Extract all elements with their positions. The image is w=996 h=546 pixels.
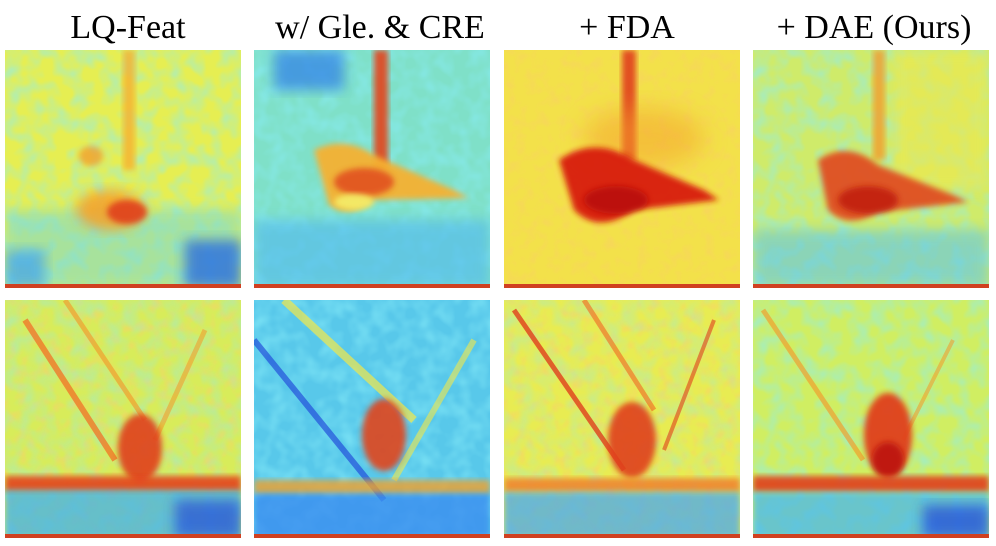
column-title-dae: + DAE (Ours)	[776, 9, 972, 46]
column-title-lq-feat: LQ-Feat	[70, 9, 186, 46]
heatmap-row2-gle-cre	[254, 300, 490, 538]
heatmap-row1-lq-feat	[5, 50, 241, 288]
heatmap-row2-dae	[753, 300, 989, 538]
heatmap-row2-fda	[504, 300, 740, 538]
column-title-fda: + FDA	[579, 9, 675, 46]
heatmap-row1-fda	[504, 50, 740, 288]
column-title-gle-cre: w/ Gle. & CRE	[275, 9, 485, 46]
heatmap-row2-lq-feat	[5, 300, 241, 538]
heatmap-row1-dae	[753, 50, 989, 288]
heatmap-row1-gle-cre	[254, 50, 490, 288]
